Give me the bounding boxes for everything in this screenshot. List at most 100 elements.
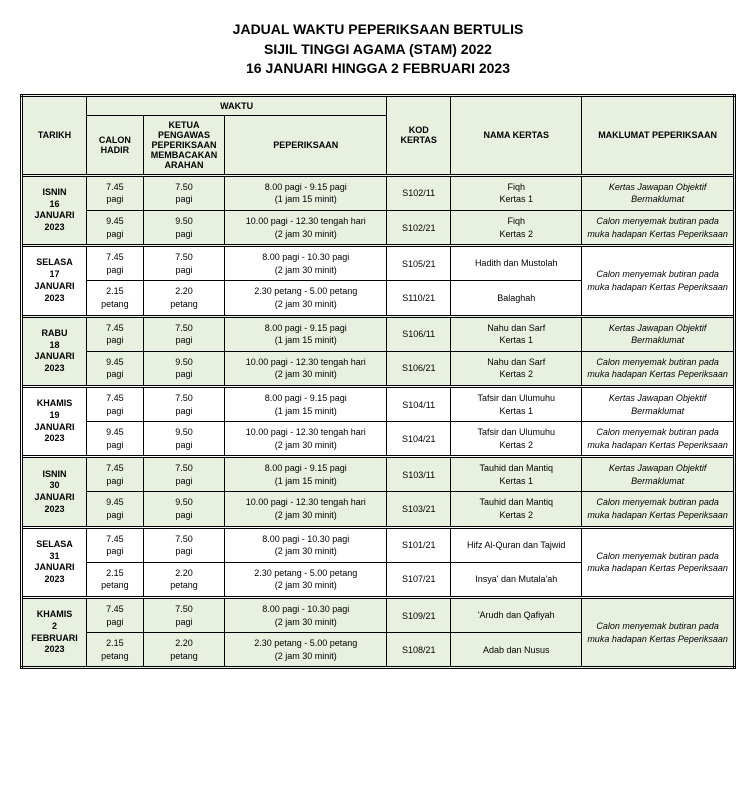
date-cell: ISNIN30JANUARI2023 bbox=[22, 457, 87, 527]
kod-kertas-cell: S107/21 bbox=[387, 562, 451, 597]
header-tarikh: TARIKH bbox=[22, 95, 87, 175]
nama-kertas-cell: Tauhid dan MantiqKertas 1 bbox=[451, 457, 582, 492]
peperiksaan-cell: 8.00 pagi - 9.15 pagi(1 jam 15 minit) bbox=[225, 386, 387, 421]
peperiksaan-cell: 2.30 petang - 5.00 petang(2 jam 30 minit… bbox=[225, 281, 387, 316]
ketua-pengawas-cell: 7.50pagi bbox=[143, 527, 225, 562]
calon-hadir-cell: 9.45pagi bbox=[87, 210, 144, 245]
calon-hadir-cell: 7.45pagi bbox=[87, 457, 144, 492]
header-peperiksaan: PEPERIKSAAN bbox=[225, 115, 387, 175]
calon-hadir-cell: 9.45pagi bbox=[87, 422, 144, 457]
nama-kertas-cell: 'Arudh dan Qafiyah bbox=[451, 598, 582, 633]
kod-kertas-cell: S104/11 bbox=[387, 386, 451, 421]
nama-kertas-cell: Balaghah bbox=[451, 281, 582, 316]
header-ketua-pengawas: KETUA PENGAWAS PEPERIKSAAN MEMBACAKAN AR… bbox=[143, 115, 225, 175]
table-row: KHAMIS2FEBRUARI20237.45pagi7.50pagi8.00 … bbox=[22, 598, 735, 633]
maklumat-cell: Kertas Jawapan Objektif Bermaklumat bbox=[582, 386, 735, 421]
ketua-pengawas-cell: 9.50pagi bbox=[143, 422, 225, 457]
nama-kertas-cell: Tafsir dan UlumuhuKertas 2 bbox=[451, 422, 582, 457]
nama-kertas-cell: Adab dan Nusus bbox=[451, 633, 582, 668]
table-row: SELASA17JANUARI20237.45pagi7.50pagi8.00 … bbox=[22, 246, 735, 281]
peperiksaan-cell: 2.30 petang - 5.00 petang(2 jam 30 minit… bbox=[225, 633, 387, 668]
nama-kertas-cell: Tauhid dan MantiqKertas 2 bbox=[451, 492, 582, 527]
date-cell: KHAMIS19JANUARI2023 bbox=[22, 386, 87, 456]
ketua-pengawas-cell: 2.20petang bbox=[143, 633, 225, 668]
date-cell: KHAMIS2FEBRUARI2023 bbox=[22, 598, 87, 668]
calon-hadir-cell: 7.45pagi bbox=[87, 175, 144, 210]
header-waktu: WAKTU bbox=[87, 95, 387, 115]
peperiksaan-cell: 8.00 pagi - 10.30 pagi(2 jam 30 minit) bbox=[225, 598, 387, 633]
exam-schedule-table: TARIKH WAKTU KOD KERTAS NAMA KERTAS MAKL… bbox=[20, 94, 736, 670]
maklumat-cell: Calon menyemak butiran pada muka hadapan… bbox=[582, 351, 735, 386]
table-row: KHAMIS19JANUARI20237.45pagi7.50pagi8.00 … bbox=[22, 386, 735, 421]
header-maklumat: MAKLUMAT PEPERIKSAAN bbox=[582, 95, 735, 175]
maklumat-cell: Calon menyemak butiran pada muka hadapan… bbox=[582, 246, 735, 316]
maklumat-cell: Kertas Jawapan Objektif Bermaklumat bbox=[582, 457, 735, 492]
peperiksaan-cell: 8.00 pagi - 10.30 pagi(2 jam 30 minit) bbox=[225, 246, 387, 281]
date-cell: ISNIN16JANUARI2023 bbox=[22, 175, 87, 245]
ketua-pengawas-cell: 7.50pagi bbox=[143, 598, 225, 633]
header-nama-kertas: NAMA KERTAS bbox=[451, 95, 582, 175]
nama-kertas-cell: Insya' dan Mutala'ah bbox=[451, 562, 582, 597]
nama-kertas-cell: Hadith dan Mustolah bbox=[451, 246, 582, 281]
nama-kertas-cell: FiqhKertas 2 bbox=[451, 210, 582, 245]
ketua-pengawas-cell: 9.50pagi bbox=[143, 210, 225, 245]
peperiksaan-cell: 8.00 pagi - 9.15 pagi(1 jam 15 minit) bbox=[225, 316, 387, 351]
calon-hadir-cell: 9.45pagi bbox=[87, 492, 144, 527]
kod-kertas-cell: S102/21 bbox=[387, 210, 451, 245]
date-cell: RABU18JANUARI2023 bbox=[22, 316, 87, 386]
peperiksaan-cell: 10.00 pagi - 12.30 tengah hari(2 jam 30 … bbox=[225, 422, 387, 457]
ketua-pengawas-cell: 2.20petang bbox=[143, 281, 225, 316]
calon-hadir-cell: 2.15petang bbox=[87, 281, 144, 316]
kod-kertas-cell: S101/21 bbox=[387, 527, 451, 562]
ketua-pengawas-cell: 7.50pagi bbox=[143, 246, 225, 281]
table-row: SELASA31JANUARI20237.45pagi7.50pagi8.00 … bbox=[22, 527, 735, 562]
calon-hadir-cell: 7.45pagi bbox=[87, 316, 144, 351]
kod-kertas-cell: S106/11 bbox=[387, 316, 451, 351]
page-title: JADUAL WAKTU PEPERIKSAAN BERTULIS SIJIL … bbox=[20, 20, 736, 79]
kod-kertas-cell: S104/21 bbox=[387, 422, 451, 457]
kod-kertas-cell: S105/21 bbox=[387, 246, 451, 281]
nama-kertas-cell: Nahu dan SarfKertas 2 bbox=[451, 351, 582, 386]
nama-kertas-cell: Hifz Al-Quran dan Tajwid bbox=[451, 527, 582, 562]
calon-hadir-cell: 7.45pagi bbox=[87, 246, 144, 281]
maklumat-cell: Kertas Jawapan Objektif Bermaklumat bbox=[582, 316, 735, 351]
nama-kertas-cell: Nahu dan SarfKertas 1 bbox=[451, 316, 582, 351]
peperiksaan-cell: 8.00 pagi - 9.15 pagi(1 jam 15 minit) bbox=[225, 175, 387, 210]
kod-kertas-cell: S103/21 bbox=[387, 492, 451, 527]
kod-kertas-cell: S102/11 bbox=[387, 175, 451, 210]
maklumat-cell: Calon menyemak butiran pada muka hadapan… bbox=[582, 527, 735, 597]
header-kod-kertas: KOD KERTAS bbox=[387, 95, 451, 175]
ketua-pengawas-cell: 9.50pagi bbox=[143, 492, 225, 527]
table-row: ISNIN30JANUARI20237.45pagi7.50pagi8.00 p… bbox=[22, 457, 735, 492]
calon-hadir-cell: 7.45pagi bbox=[87, 598, 144, 633]
table-row: 9.45pagi9.50pagi10.00 pagi - 12.30 tenga… bbox=[22, 422, 735, 457]
calon-hadir-cell: 7.45pagi bbox=[87, 527, 144, 562]
calon-hadir-cell: 2.15petang bbox=[87, 562, 144, 597]
peperiksaan-cell: 8.00 pagi - 10.30 pagi(2 jam 30 minit) bbox=[225, 527, 387, 562]
maklumat-cell: Calon menyemak butiran pada muka hadapan… bbox=[582, 598, 735, 668]
title-line-3: 16 JANUARI HINGGA 2 FEBRUARI 2023 bbox=[20, 59, 736, 79]
calon-hadir-cell: 9.45pagi bbox=[87, 351, 144, 386]
peperiksaan-cell: 10.00 pagi - 12.30 tengah hari(2 jam 30 … bbox=[225, 210, 387, 245]
kod-kertas-cell: S108/21 bbox=[387, 633, 451, 668]
peperiksaan-cell: 2.30 petang - 5.00 petang(2 jam 30 minit… bbox=[225, 562, 387, 597]
table-row: 9.45pagi9.50pagi10.00 pagi - 12.30 tenga… bbox=[22, 351, 735, 386]
ketua-pengawas-cell: 7.50pagi bbox=[143, 316, 225, 351]
table-row: ISNIN16JANUARI20237.45pagi7.50pagi8.00 p… bbox=[22, 175, 735, 210]
calon-hadir-cell: 7.45pagi bbox=[87, 386, 144, 421]
nama-kertas-cell: FiqhKertas 1 bbox=[451, 175, 582, 210]
ketua-pengawas-cell: 2.20petang bbox=[143, 562, 225, 597]
date-cell: SELASA31JANUARI2023 bbox=[22, 527, 87, 597]
header-calon-hadir: CALON HADIR bbox=[87, 115, 144, 175]
date-cell: SELASA17JANUARI2023 bbox=[22, 246, 87, 316]
maklumat-cell: Calon menyemak butiran pada muka hadapan… bbox=[582, 422, 735, 457]
maklumat-cell: Kertas Jawapan Objektif Bermaklumat bbox=[582, 175, 735, 210]
maklumat-cell: Calon menyemak butiran pada muka hadapan… bbox=[582, 210, 735, 245]
peperiksaan-cell: 10.00 pagi - 12.30 tengah hari(2 jam 30 … bbox=[225, 492, 387, 527]
ketua-pengawas-cell: 9.50pagi bbox=[143, 351, 225, 386]
table-row: RABU18JANUARI20237.45pagi7.50pagi8.00 pa… bbox=[22, 316, 735, 351]
title-line-2: SIJIL TINGGI AGAMA (STAM) 2022 bbox=[20, 40, 736, 60]
kod-kertas-cell: S109/21 bbox=[387, 598, 451, 633]
calon-hadir-cell: 2.15petang bbox=[87, 633, 144, 668]
ketua-pengawas-cell: 7.50pagi bbox=[143, 175, 225, 210]
